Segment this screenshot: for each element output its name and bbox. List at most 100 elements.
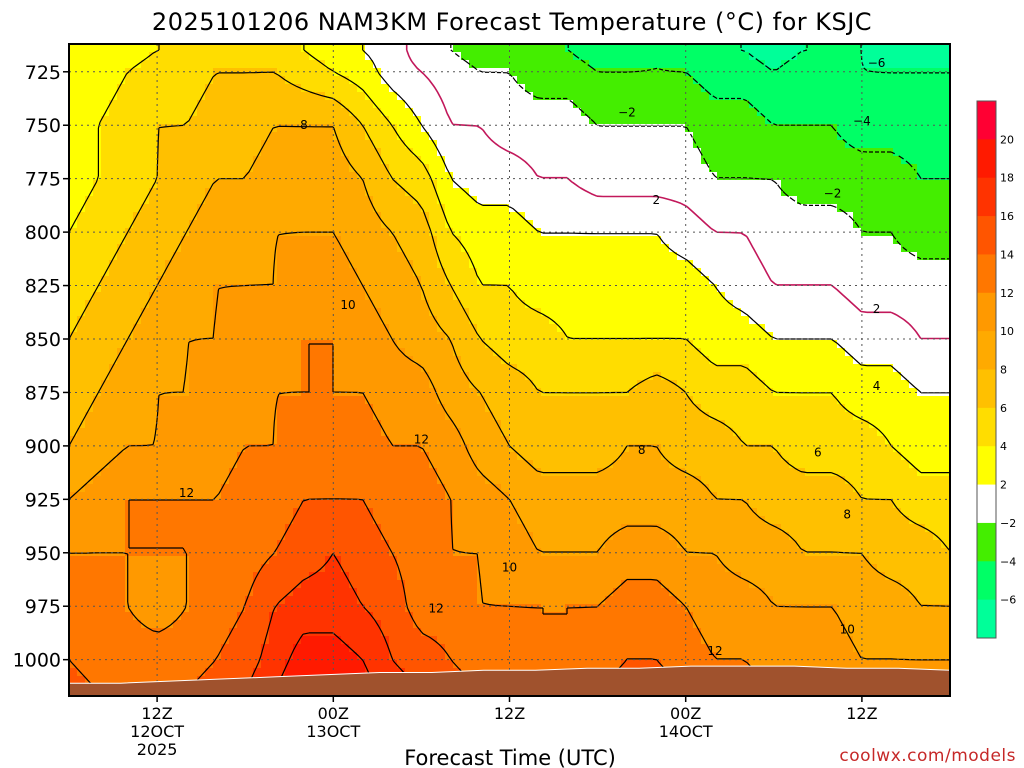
field-cell [109,76,118,85]
field-cell [357,276,366,285]
field-cell [725,276,734,285]
field-cell [437,356,446,365]
field-cell [853,260,862,269]
field-cell [677,172,686,181]
field-cell [877,108,886,117]
field-cell [461,284,470,293]
field-cell [557,380,566,389]
field-cell [405,364,414,373]
field-cell [645,300,654,309]
field-cell [749,236,758,245]
field-cell [837,140,846,149]
field-cell [813,204,822,213]
field-cell [573,340,582,349]
field-cell [77,164,86,173]
field-cell [477,396,486,405]
field-cell [389,100,398,109]
field-cell [573,284,582,293]
field-cell [317,172,326,181]
field-cell [741,348,750,357]
field-cell [757,396,766,405]
field-cell [717,252,726,261]
field-cell [197,148,206,157]
field-cell [205,372,214,381]
field-cell [405,372,414,381]
field-cell [877,196,886,205]
field-cell [421,148,430,157]
field-cell [293,396,302,405]
field-cell [181,396,190,405]
field-cell [837,372,846,381]
field-cell [821,292,830,301]
field-cell [885,316,894,325]
field-cell [149,324,158,333]
field-cell [917,204,926,213]
field-cell [181,364,190,373]
field-cell [149,188,158,197]
field-cell [757,228,766,237]
field-cell [541,348,550,357]
field-cell [669,372,678,381]
field-cell [213,124,222,133]
field-cell [461,396,470,405]
field-cell [237,92,246,101]
field-cell [549,228,558,237]
field-cell [693,60,702,69]
field-cell [381,396,390,405]
field-cell [205,220,214,229]
field-cell [669,156,678,165]
field-cell [349,108,358,117]
field-cell [405,76,414,85]
field-cell [541,292,550,301]
field-cell [757,148,766,157]
field-cell [837,268,846,277]
field-cell [677,396,686,405]
field-cell [221,332,230,341]
field-cell [877,260,886,269]
field-cell [93,308,102,317]
field-cell [485,276,494,285]
field-cell [693,380,702,389]
field-cell [637,228,646,237]
field-cell [445,380,454,389]
field-cell [525,276,534,285]
field-cell [781,396,790,405]
field-cell [109,364,118,373]
field-cell [813,228,822,237]
field-cell [821,180,830,189]
field-cell [133,252,142,261]
field-cell [301,116,310,125]
field-cell [117,84,126,93]
field-cell [565,252,574,261]
field-cell [445,268,454,277]
field-cell [93,252,102,261]
field-cell [629,44,638,53]
field-cell [725,356,734,365]
field-cell [621,196,630,205]
field-cell [621,212,630,221]
field-cell [733,92,742,101]
field-cell [917,372,926,381]
field-cell [173,60,182,69]
field-cell [557,84,566,93]
field-cell [221,132,230,141]
field-cell [173,396,182,405]
field-cell [133,276,142,285]
field-cell [213,212,222,221]
field-cell [421,68,430,77]
field-cell [69,356,78,365]
field-cell [397,340,406,349]
field-cell [869,124,878,133]
field-cell [469,228,478,237]
field-cell [477,364,486,373]
field-cell [885,284,894,293]
field-cell [629,180,638,189]
field-cell [493,132,502,141]
field-cell [685,44,694,53]
field-cell [693,68,702,77]
field-cell [685,324,694,333]
field-cell [69,396,78,405]
field-cell [565,316,574,325]
field-cell [869,212,878,221]
field-cell [165,92,174,101]
